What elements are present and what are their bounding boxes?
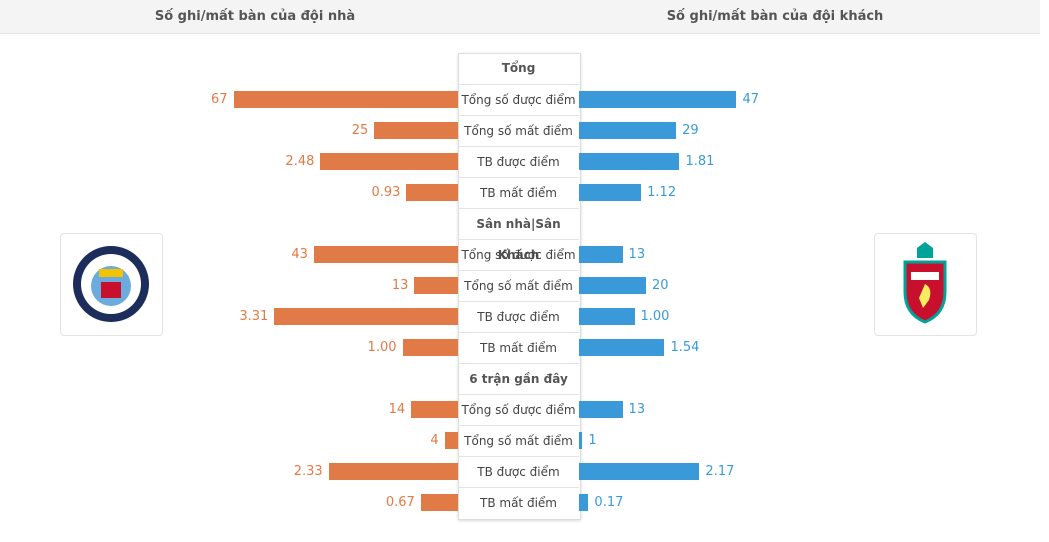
home-value: 3.31 xyxy=(239,309,269,324)
home-bar xyxy=(233,91,458,108)
away-value: 2.17 xyxy=(705,464,735,479)
header: Số ghi/mất bàn của đội nhà Số ghi/mất bà… xyxy=(0,0,1040,34)
home-value: 25 xyxy=(351,123,369,138)
home-value: 13 xyxy=(391,278,409,293)
row-label: Tổng số mất điểm xyxy=(458,115,579,146)
away-value: 20 xyxy=(652,278,669,293)
row-label: Tổng số được điểm xyxy=(458,84,579,115)
home-value: 2.48 xyxy=(285,154,315,169)
home-value: 14 xyxy=(388,402,406,417)
section-title: 6 trận gần đây xyxy=(458,363,579,394)
home-bar xyxy=(414,277,458,294)
row-label: Tổng số được điểm xyxy=(458,394,579,425)
home-value: 43 xyxy=(291,247,308,262)
away-value: 13 xyxy=(628,402,646,417)
away-bar xyxy=(579,277,646,294)
away-bar xyxy=(579,339,665,356)
section-title: Sân nhà|Sân Khách xyxy=(458,208,579,262)
away-bar xyxy=(579,246,623,263)
home-bar xyxy=(328,463,458,480)
home-value: 1.00 xyxy=(367,340,397,355)
away-bar xyxy=(579,122,677,139)
row-label: TB mất điểm xyxy=(458,332,579,363)
home-logo xyxy=(60,233,163,336)
home-bar xyxy=(374,122,458,139)
home-bar xyxy=(313,246,458,263)
row-label: TB được điểm xyxy=(458,456,579,487)
home-bar xyxy=(444,432,458,449)
away-bar xyxy=(579,494,589,511)
away-bar xyxy=(579,401,623,418)
away-title: Số ghi/mất bàn của đội khách xyxy=(666,9,884,24)
away-bar xyxy=(579,463,700,480)
away-value: 1.12 xyxy=(647,185,677,200)
away-bar xyxy=(579,308,635,325)
away-value: 1.54 xyxy=(670,340,700,355)
away-bar xyxy=(579,184,642,201)
home-value: 67 xyxy=(211,92,228,107)
section-title: Tổng xyxy=(501,61,536,75)
row-label: TB mất điểm xyxy=(458,487,579,518)
away-value: 29 xyxy=(682,123,699,138)
away-value: 1.81 xyxy=(685,154,715,169)
away-value: 1.00 xyxy=(640,309,670,324)
away-value: 1 xyxy=(588,433,597,448)
row-label: Tổng số mất điểm xyxy=(458,425,579,456)
home-bar xyxy=(420,494,458,511)
home-value: 2.33 xyxy=(293,464,323,479)
home-title: Số ghi/mất bàn của đội nhà xyxy=(154,9,356,24)
row-label: TB được điểm xyxy=(458,146,579,177)
home-bar xyxy=(274,308,458,325)
row-label: TB được điểm xyxy=(458,301,579,332)
row-label: Tổng số được điểm xyxy=(458,239,579,270)
row-label: TB mất điểm xyxy=(458,177,579,208)
away-bar xyxy=(579,153,680,170)
home-value: 0.67 xyxy=(385,495,415,510)
home-bar xyxy=(411,401,458,418)
row-label: Tổng số mất điểm xyxy=(458,270,579,301)
label-column xyxy=(458,53,581,520)
away-value: 0.17 xyxy=(594,495,624,510)
away-bar xyxy=(579,432,583,449)
home-value: 0.93 xyxy=(371,185,401,200)
away-value: 13 xyxy=(628,247,646,262)
away-value: 47 xyxy=(742,92,759,107)
home-bar xyxy=(402,339,458,356)
away-bar xyxy=(579,91,737,108)
home-value: 4 xyxy=(430,433,439,448)
away-logo xyxy=(874,233,977,336)
home-bar xyxy=(406,184,458,201)
home-bar xyxy=(320,153,458,170)
